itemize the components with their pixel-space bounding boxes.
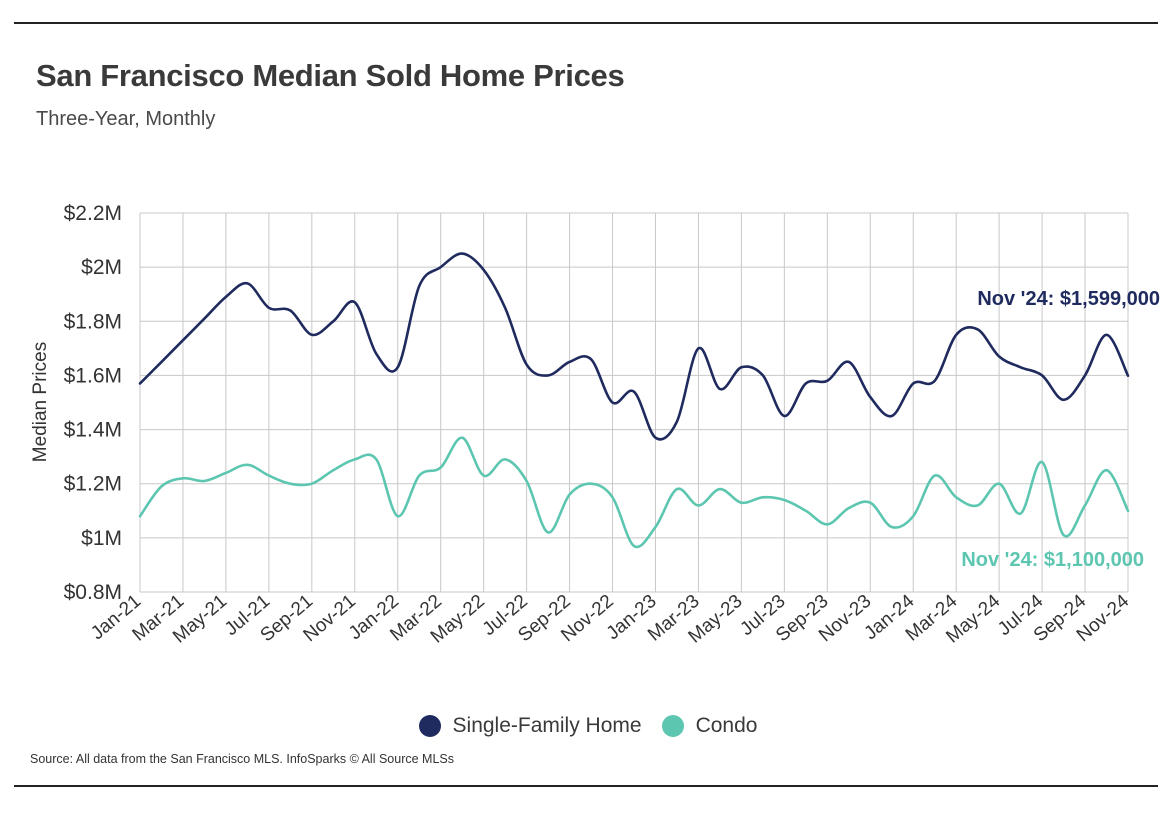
y-tick-label: $1.6M bbox=[64, 364, 122, 387]
source-note: Source: All data from the San Francisco … bbox=[30, 752, 454, 766]
y-axis-label: Median Prices bbox=[30, 342, 51, 462]
y-tick-label: $1M bbox=[81, 527, 122, 550]
y-tick-label: $2M bbox=[81, 256, 122, 279]
grid-lines bbox=[139, 212, 1129, 593]
legend-item-single-family: Single-Family Home bbox=[418, 714, 642, 738]
legend-swatch-single-family bbox=[418, 715, 441, 737]
series-lines bbox=[138, 252, 1130, 549]
legend-swatch-condo bbox=[661, 715, 684, 737]
bottom-rule bbox=[14, 785, 1158, 787]
single-family-end-label: Nov '24: $1,599,000 bbox=[977, 288, 1160, 310]
y-tick-label: $1.4M bbox=[64, 419, 122, 442]
y-tick-label: $1.8M bbox=[64, 310, 122, 333]
y-tick-label: $1.2M bbox=[64, 473, 122, 496]
line-chart: $0.8M $1M $1.2M $1.4M $1.6M $1.8M $2M $2.2M Jan… bbox=[30, 202, 1160, 648]
end-labels: Nov '24: $1,599,000 Nov '24: $1,100,000 bbox=[961, 288, 1160, 571]
x-axis-ticks: Jan-21Mar-21May-21Jul-21Sep-21Nov-21Jan-… bbox=[87, 590, 1133, 647]
chart-title: San Francisco Median Sold Home Prices bbox=[36, 58, 625, 93]
legend-label-single-family: Single-Family Home bbox=[452, 714, 642, 737]
legend-item-condo: Condo bbox=[661, 714, 758, 738]
legend-label-condo: Condo bbox=[695, 714, 758, 737]
chart-subtitle: Three-Year, Monthly bbox=[36, 108, 216, 130]
condo-line bbox=[138, 436, 1130, 549]
single-family-line bbox=[138, 252, 1130, 441]
top-rule bbox=[14, 22, 1158, 24]
condo-end-label: Nov '24: $1,100,000 bbox=[961, 549, 1144, 571]
y-tick-label: $2.2M bbox=[64, 202, 122, 225]
legend: Single-Family Home Condo bbox=[0, 714, 1176, 738]
y-axis-ticks: $0.8M $1M $1.2M $1.4M $1.6M $1.8M $2M $2.2M bbox=[64, 202, 122, 604]
y-tick-label: $0.8M bbox=[64, 581, 122, 604]
